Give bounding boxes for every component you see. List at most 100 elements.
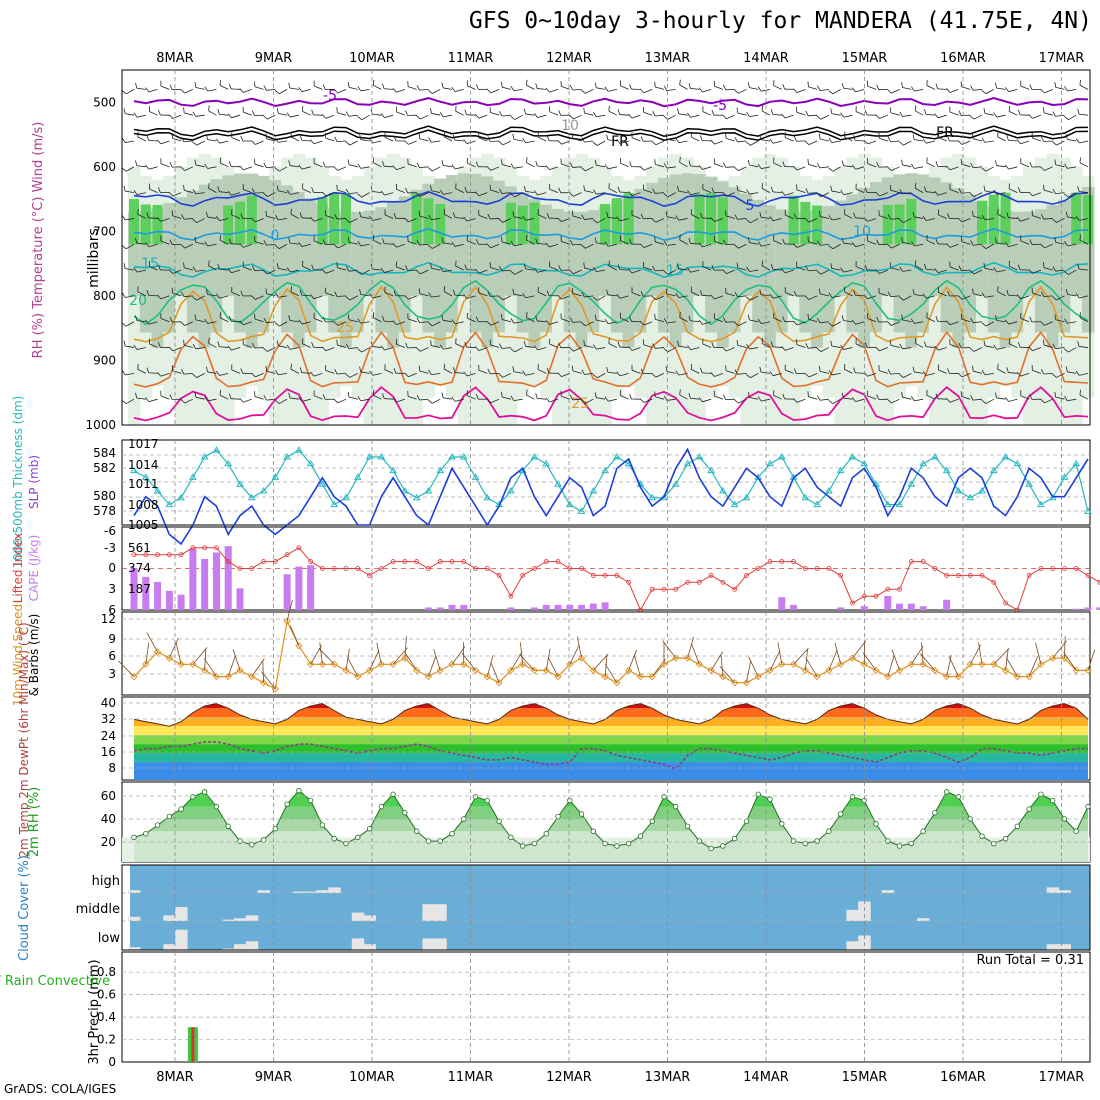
wind-barb	[1065, 288, 1077, 297]
rh-shading-mid	[292, 191, 306, 348]
wind-barb-staff	[1067, 166, 1077, 169]
wind-barb-staff	[678, 113, 688, 116]
wind-barb-staff	[1032, 269, 1042, 274]
rh-marker	[708, 845, 714, 852]
wind-barb-feather	[711, 187, 715, 193]
wind-barb-feather	[133, 190, 138, 195]
wind-barb-staff	[738, 243, 747, 249]
wind-barb	[947, 368, 959, 374]
wind-barb-staff	[1067, 139, 1077, 142]
wind-barb-staff	[502, 241, 511, 245]
wind-barb	[629, 238, 641, 245]
wind-barb-staff	[219, 394, 229, 400]
contour-label: 25	[571, 396, 589, 412]
wind10m-barb	[1028, 656, 1039, 677]
wind-barb-feather	[887, 89, 892, 94]
cloud-bar-low	[128, 947, 141, 950]
wind-barb-staff	[926, 140, 935, 144]
wind-barb-feather	[702, 261, 704, 267]
wind-barb-staff	[608, 398, 617, 402]
wind-barb	[583, 340, 594, 348]
wind-barb-feather	[889, 184, 892, 191]
wind-barb	[452, 212, 464, 219]
wind-barb-feather	[723, 162, 727, 168]
wind-barb-feather	[216, 293, 220, 299]
wind-barb-feather	[133, 267, 138, 273]
wind-barb	[1020, 235, 1030, 245]
slp-marker	[954, 487, 963, 494]
wind-barb-feather	[957, 217, 963, 223]
slp-marker	[165, 500, 174, 508]
wind-barb-feather	[710, 139, 715, 145]
wind-barb	[642, 339, 653, 348]
wind-barb-staff	[819, 88, 829, 91]
wind-barb	[171, 210, 182, 219]
slp-marker	[565, 500, 574, 508]
wind-barb-feather	[1020, 80, 1022, 86]
wind-barb	[818, 288, 829, 297]
wind-barb-feather	[937, 209, 939, 215]
cloud-bar-middle	[128, 916, 141, 921]
wind10m-barb-staff	[461, 652, 476, 671]
rh-marker	[437, 838, 443, 844]
wind-barb-staff	[325, 192, 335, 197]
wind-barb-staff	[1032, 137, 1042, 142]
wind-barb-staff	[584, 345, 594, 348]
wind-barb-staff	[572, 88, 582, 91]
wind-barb-feather	[853, 212, 856, 218]
wind-barb-feather	[298, 396, 303, 402]
isotherm-line	[133, 129, 1089, 141]
wind-barb-staff	[855, 217, 865, 219]
wind-barb-feather	[180, 321, 186, 326]
wind-barb-staff	[678, 372, 688, 376]
wind-barb-feather	[804, 295, 810, 300]
wind-barb-staff	[267, 114, 276, 120]
wind-barb-feather	[439, 267, 444, 273]
rh-shading-high	[600, 203, 611, 245]
cape-bar	[177, 594, 185, 610]
wind-barb-staff	[231, 347, 241, 351]
wind-barb-staff	[843, 242, 853, 245]
wind-barb-staff	[325, 137, 335, 142]
slp-marker	[448, 453, 456, 460]
wind-barb-feather	[583, 262, 585, 269]
rh-marker	[260, 837, 267, 843]
wind-barb-staff	[984, 140, 994, 143]
wind-barb-feather	[478, 287, 480, 293]
wind-barb-staff	[526, 394, 535, 400]
wind-barb-feather	[475, 316, 479, 322]
li-marker	[673, 586, 679, 592]
wind-barb-feather	[620, 390, 622, 396]
wind-barb-feather	[571, 365, 574, 371]
wind-barb-staff	[973, 166, 983, 169]
wind-barb	[688, 315, 700, 323]
wind-barb-feather	[702, 338, 704, 345]
wind10m-barb	[404, 636, 407, 659]
wind-barb	[133, 190, 146, 196]
wind-barb-staff	[737, 112, 747, 116]
wind-barb	[286, 344, 299, 350]
wind-barb-staff	[360, 398, 370, 402]
wind-barb-feather	[1079, 157, 1081, 163]
day-label-bottom: 15MAR	[842, 1070, 888, 1085]
pressure-tick-label: 900	[93, 353, 116, 367]
rh-marker	[873, 821, 879, 827]
wind-barb	[347, 391, 358, 400]
wind10m-barb-staff	[486, 655, 494, 677]
rh-shading-mid	[728, 187, 742, 333]
wind-barb-feather	[949, 261, 951, 268]
wind-barb	[620, 312, 629, 323]
wind-barb-feather	[380, 345, 385, 351]
wind10m-barb	[289, 625, 300, 646]
wind-barb-feather	[1052, 188, 1056, 194]
wind-barb-feather	[901, 314, 903, 320]
wind-barb-feather	[535, 393, 538, 399]
wind-barb-staff	[195, 192, 205, 195]
li-marker	[991, 579, 997, 585]
wind-barb-staff	[855, 111, 865, 116]
wind-speed-marker	[271, 685, 279, 693]
wind-barb-feather	[463, 294, 468, 299]
wind-barb	[274, 398, 288, 404]
wind-barb-staff	[360, 371, 370, 374]
wind-barb-staff	[726, 114, 735, 120]
